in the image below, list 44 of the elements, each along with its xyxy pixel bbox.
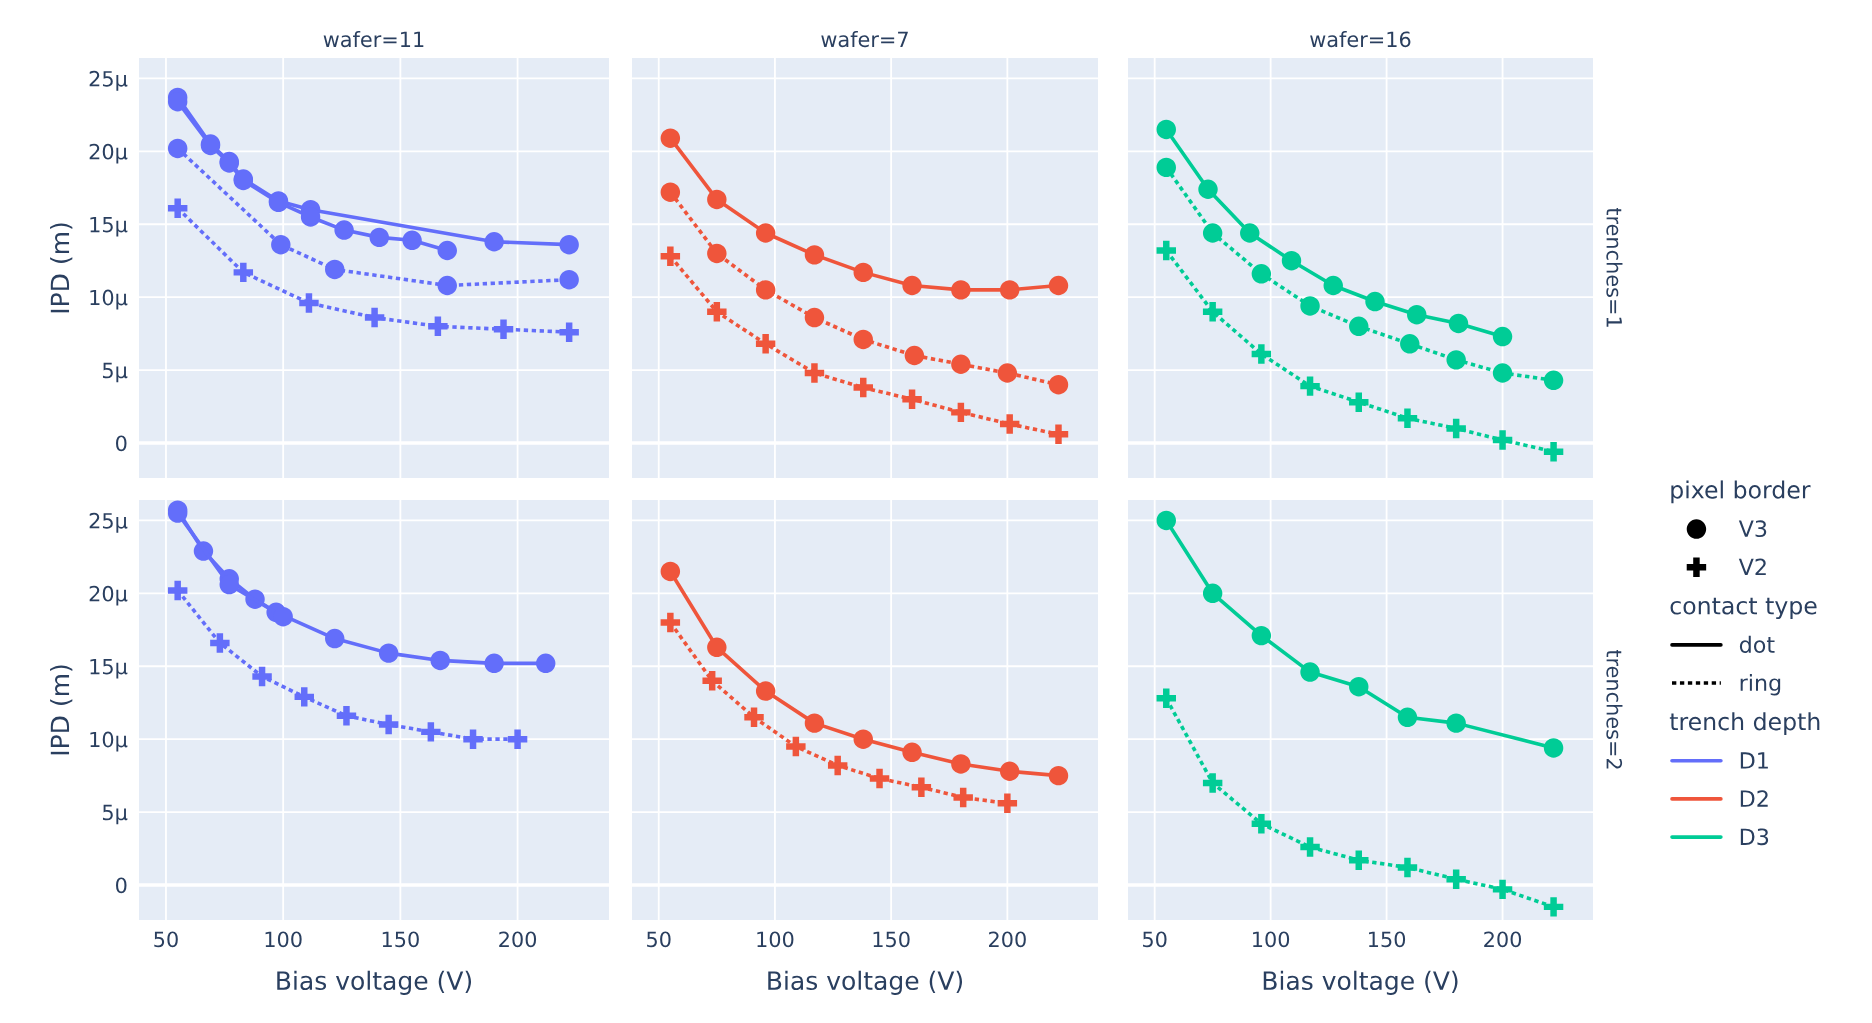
chart-title: wafer=16 (1310, 31, 1411, 48)
x-tick-label: 200 (1484, 931, 1522, 948)
y-axis-title: IPD (m) (50, 665, 73, 755)
x-tick-label: 150 (1369, 931, 1406, 948)
x-tick-label: 100 (1253, 931, 1290, 948)
y-tick-label: 10µ (90, 731, 128, 752)
y-tick-label: 15µ (90, 658, 128, 679)
y-tick-label: 10µ (90, 289, 128, 310)
y-tick-label: 20µ (89, 143, 128, 164)
x-tick-label: 150 (873, 931, 910, 948)
x-tick-label: 100 (757, 931, 794, 948)
legend-label: dot (1739, 635, 1775, 653)
legend-label: V3 (1738, 520, 1767, 538)
legend-label: V2 (1738, 558, 1766, 575)
text: pixel border (1671, 480, 1811, 504)
text: trenches=2 (1606, 649, 1623, 769)
y-tick-label: 25µ (89, 512, 128, 533)
x-tick-label: 50 (1143, 931, 1167, 948)
chart-title: wafer=11 (323, 31, 424, 48)
y-tick-label: 20µ (89, 585, 128, 606)
legend-label: D3 (1740, 828, 1769, 846)
text: trenches=1 (1606, 207, 1623, 327)
x-tick-label: 100 (265, 931, 302, 948)
y-tick-label: 15µ (90, 216, 128, 237)
y-tick-label: 5µ (102, 362, 128, 383)
text: contact type (1670, 597, 1817, 620)
y-tick-label: 5µ (102, 804, 128, 825)
chart-title: wafer=7 (821, 31, 908, 48)
x-tick-label: 50 (154, 931, 178, 948)
x-tick-label: 50 (647, 931, 671, 948)
x-tick-label: 200 (989, 931, 1026, 948)
text: trench depth (1669, 712, 1820, 735)
y-tick-label: 0 (116, 877, 127, 894)
y-tick-label: 0 (116, 435, 127, 452)
y-tick-label: 25µ (89, 70, 128, 91)
x-tick-label: 200 (499, 931, 537, 948)
x-tick-label: 150 (382, 931, 419, 948)
x-axis-title: Bias voltage (V) (768, 970, 963, 995)
legend-label: D1 (1740, 752, 1768, 769)
x-axis-title: Bias voltage (V) (277, 970, 472, 995)
legend-label: D2 (1740, 790, 1768, 807)
y-axis-title: IPD (m) (50, 223, 73, 313)
x-axis-title: Bias voltage (V) (1263, 970, 1458, 995)
legend-label: ring (1740, 673, 1781, 696)
